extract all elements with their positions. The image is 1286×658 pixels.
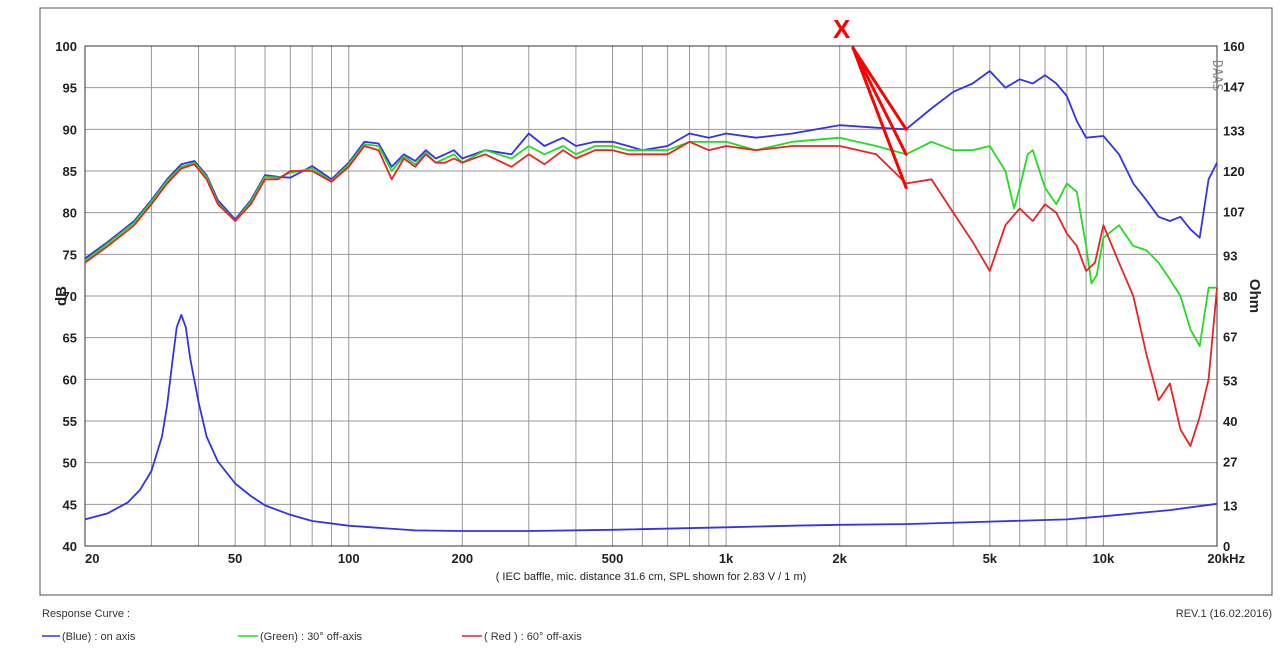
y-right-tick-label: 107 — [1223, 205, 1245, 220]
y-left-tick-label: 70 — [63, 289, 77, 304]
y-right-tick-label: 147 — [1223, 80, 1245, 95]
series-line-0 — [84, 70, 1218, 260]
annotation-pointer — [851, 46, 908, 190]
annotation: X — [833, 14, 908, 190]
y-left-tick-label: 85 — [63, 164, 77, 179]
y-left-tick-label: 60 — [63, 372, 77, 387]
series-group — [84, 70, 1218, 532]
y-left-tick-label: 40 — [63, 539, 77, 554]
legend-item-green: (Green) : 30° off-axis — [238, 631, 363, 643]
y-left-tick-label: 65 — [63, 331, 77, 346]
y-left-axis-title: dB — [53, 286, 70, 306]
x-tick-labels: 20 50 100 200 500 1k 2k 5k 10k 20kHz — [85, 551, 1246, 566]
y-right-tick-label: 120 — [1223, 164, 1245, 179]
y-left-tick-label: 100 — [55, 39, 77, 54]
y-right-tick-label: 13 — [1223, 498, 1237, 513]
legend-title: Response Curve : — [42, 608, 130, 620]
x-tick-label: 20kHz — [1207, 551, 1245, 566]
chart-frame — [39, 7, 1273, 596]
x-axis-caption: ( IEC baffle, mic. distance 31.6 cm, SPL… — [496, 571, 807, 583]
y-right-tick-label: 133 — [1223, 123, 1245, 138]
x-tick-label: 50 — [228, 551, 242, 566]
y-left-tick-labels: 40 45 50 55 60 65 70 75 80 85 90 95 100 — [55, 39, 77, 554]
legend-item-blue: (Blue) : on axis — [42, 631, 136, 643]
revision-label: REV.1 (16.02.2016) — [1176, 608, 1272, 620]
grid — [85, 46, 1217, 546]
x-tick-label: 1k — [719, 551, 734, 566]
legend-item-red: ( Red ) : 60° off-axis — [462, 631, 582, 643]
y-right-axis-title: Ohm — [1246, 279, 1263, 313]
y-right-tick-label: 80 — [1223, 289, 1237, 304]
y-left-tick-label: 80 — [63, 206, 77, 221]
x-tick-label: 20 — [85, 551, 99, 566]
x-tick-label: 5k — [983, 551, 998, 566]
y-right-tick-label: 67 — [1223, 330, 1237, 345]
y-right-tick-label: 27 — [1223, 455, 1237, 470]
y-left-tick-label: 50 — [63, 456, 77, 471]
x-tick-label: 200 — [451, 551, 473, 566]
x-tick-label: 2k — [832, 551, 847, 566]
y-right-tick-label: 40 — [1223, 414, 1237, 429]
y-left-tick-label: 95 — [63, 81, 77, 96]
x-tick-label: 500 — [602, 551, 624, 566]
watermark-daas: DAAS — [1209, 60, 1224, 91]
series-line-1 — [84, 136, 1217, 347]
x-tick-label: 10k — [1093, 551, 1115, 566]
legend-label-red: ( Red ) : 60° off-axis — [484, 631, 582, 643]
series-line-3 — [84, 313, 1218, 532]
y-left-tick-label: 90 — [63, 122, 77, 137]
y-left-tick-label: 55 — [63, 414, 77, 429]
y-right-tick-label: 93 — [1223, 248, 1237, 263]
y-right-tick-label: 0 — [1223, 539, 1230, 554]
legend-label-green: (Green) : 30° off-axis — [260, 631, 363, 643]
y-right-tick-label: 53 — [1223, 373, 1237, 388]
y-left-tick-label: 75 — [63, 247, 77, 262]
y-right-tick-label: 160 — [1223, 39, 1245, 54]
x-tick-label: 100 — [338, 551, 360, 566]
annotation-mark: X — [833, 14, 851, 44]
y-right-tick-labels: 0 13 27 40 53 67 80 93 107 120 133 147 160 — [1223, 39, 1245, 554]
legend-label-blue: (Blue) : on axis — [62, 631, 136, 643]
series-line-2 — [84, 140, 1218, 447]
annotation-pointer — [851, 46, 908, 156]
annotation-pointer — [851, 46, 908, 131]
y-left-tick-label: 45 — [63, 497, 77, 512]
